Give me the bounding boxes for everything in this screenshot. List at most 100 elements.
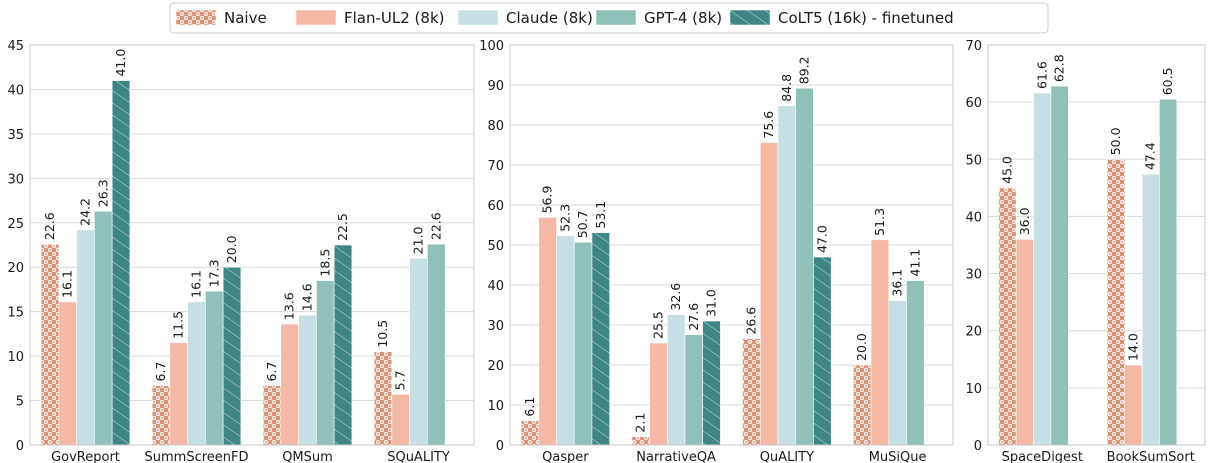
y-tick-label: 20 xyxy=(487,359,504,374)
data-label: 45.0 xyxy=(1000,156,1015,184)
plot-frame xyxy=(29,44,475,446)
bar-naive-musique xyxy=(853,364,872,446)
bar-claude-8k-squality xyxy=(409,258,428,446)
bar-gpt-4-8k-quality xyxy=(795,87,814,446)
y-tick-label: 70 xyxy=(965,39,982,54)
bar-naive-squality xyxy=(373,351,393,446)
y-tick-label: 40 xyxy=(965,210,982,225)
chart-panel-2: 0 10 20 30 40 50 60 70 80 90 100 6.1 56.952.3 50.7 53.… xyxy=(479,39,954,463)
x-tick-label: SummScreenFD xyxy=(145,450,249,463)
data-label: 53.1 xyxy=(593,201,608,229)
data-label: 16.1 xyxy=(60,270,75,298)
data-label: 11.5 xyxy=(171,311,186,339)
x-tick-label: Qasper xyxy=(542,450,589,463)
bar-naive-quality xyxy=(742,338,761,446)
data-label: 50.7 xyxy=(575,210,590,238)
y-tick-label: 0 xyxy=(974,439,982,454)
y-tick-label: 30 xyxy=(487,319,504,334)
data-label: 25.5 xyxy=(650,311,665,339)
y-tick-label: 0 xyxy=(16,439,24,454)
data-label: 36.0 xyxy=(1017,207,1032,235)
legend-item-colt5-16k-finetuned: CoLT5 (16k) - finetuned xyxy=(729,9,954,27)
y-tick-label: 0 xyxy=(496,439,504,454)
y-tick-label: 10 xyxy=(7,350,24,365)
data-label: 32.6 xyxy=(668,283,683,311)
y-tick-label: 50 xyxy=(487,239,504,254)
bar-gpt-4-8k-qasper xyxy=(573,241,593,446)
data-label: 52.3 xyxy=(557,204,572,232)
legend-swatch xyxy=(595,9,637,26)
bar-gpt-4-8k-narrativeqa xyxy=(684,334,704,446)
data-label: 41.1 xyxy=(907,249,922,277)
bar-flan-ul2-8k-govreport xyxy=(58,301,77,446)
y-tick-label: 15 xyxy=(7,306,24,321)
bar-colt5-16k-finetuned-qmsum xyxy=(333,244,353,446)
bar-claude-8k-qmsum xyxy=(298,314,317,446)
x-tick-label: SpaceDigest xyxy=(1002,450,1083,463)
data-label: 56.9 xyxy=(540,186,555,214)
data-label: 36.1 xyxy=(890,269,905,297)
y-tick-label: 10 xyxy=(487,399,504,414)
y-tick-label: 60 xyxy=(965,96,982,111)
legend-label: CoLT5 (16k) - finetuned xyxy=(778,9,954,27)
y-tick-label: 5 xyxy=(16,395,24,410)
bar-claude-8k-quality xyxy=(777,105,797,446)
x-tick-label: MuSiQue xyxy=(869,450,927,463)
bar-flan-ul2-8k-qmsum xyxy=(280,323,299,446)
data-label: 22.6 xyxy=(42,212,57,240)
chart-panel-3: 0 10 20 30 40 50 60 70 45.0 36.0 61.6 62.8 SpaceDige… xyxy=(965,39,1206,463)
bar-claude-8k-narrativeqa xyxy=(666,314,686,446)
bar-gpt-4-8k-squality xyxy=(427,243,446,446)
legend-swatch xyxy=(175,9,217,26)
data-label: 51.3 xyxy=(872,208,887,236)
legend-item-flan-ul2-8k: Flan-UL2 (8k) xyxy=(295,9,445,27)
y-tick-label: 40 xyxy=(7,83,24,98)
y-tick-label: 35 xyxy=(7,128,24,143)
legend-swatch xyxy=(457,9,499,26)
plot-frame xyxy=(509,44,954,446)
legend-label: Flan-UL2 (8k) xyxy=(344,9,445,27)
bar-colt5-16k-finetuned-govreport xyxy=(111,80,131,446)
bar-colt5-16k-finetuned-summscreenfd xyxy=(222,266,242,446)
bar-flan-ul2-8k-musique xyxy=(870,239,890,446)
legend: Naive Flan-UL2 (8k) Claude (8k) GPT-4 (8k) C… xyxy=(169,2,1049,34)
data-label: 6.7 xyxy=(153,362,168,382)
y-tick-label: 90 xyxy=(487,79,504,94)
legend-swatch xyxy=(729,9,771,26)
data-label: 6.7 xyxy=(264,362,279,382)
legend-item-claude-8k: Claude (8k) xyxy=(457,9,593,27)
bar-claude-8k-booksumsort xyxy=(1141,173,1160,446)
data-label: 6.1 xyxy=(522,397,537,417)
data-label: 62.8 xyxy=(1052,54,1067,82)
y-tick-label: 30 xyxy=(7,172,24,187)
bar-flan-ul2-8k-booksumsort xyxy=(1124,364,1143,446)
data-label: 26.3 xyxy=(95,179,110,207)
x-tick-label: NarrativeQA xyxy=(636,450,716,463)
x-tick-label: GovReport xyxy=(51,450,120,463)
y-tick-label: 50 xyxy=(965,153,982,168)
y-tick-label: 45 xyxy=(7,39,24,54)
data-label: 41.0 xyxy=(113,49,128,77)
bar-claude-8k-qasper xyxy=(556,235,575,446)
data-label: 50.0 xyxy=(1108,127,1123,155)
data-label: 10.5 xyxy=(375,320,390,348)
bar-naive-summscreenfd xyxy=(151,385,171,446)
y-tick-label: 30 xyxy=(965,268,982,283)
x-tick-label: QMSum xyxy=(282,450,333,463)
bar-gpt-4-8k-govreport xyxy=(94,210,113,446)
bar-naive-qasper xyxy=(520,420,540,446)
bar-flan-ul2-8k-summscreenfd xyxy=(169,342,188,446)
bar-claude-8k-musique xyxy=(888,300,907,446)
data-label: 75.6 xyxy=(761,111,776,139)
bar-colt5-16k-finetuned-qasper xyxy=(591,232,610,446)
bar-naive-spacedigest xyxy=(998,187,1017,446)
legend-label: Naive xyxy=(224,9,267,27)
y-tick-label: 40 xyxy=(487,279,504,294)
bar-claude-8k-spacedigest xyxy=(1033,92,1052,446)
data-label: 61.6 xyxy=(1034,61,1049,89)
data-label: 14.0 xyxy=(1125,333,1140,361)
plot-frame xyxy=(987,44,1206,446)
data-label: 22.5 xyxy=(335,213,350,241)
